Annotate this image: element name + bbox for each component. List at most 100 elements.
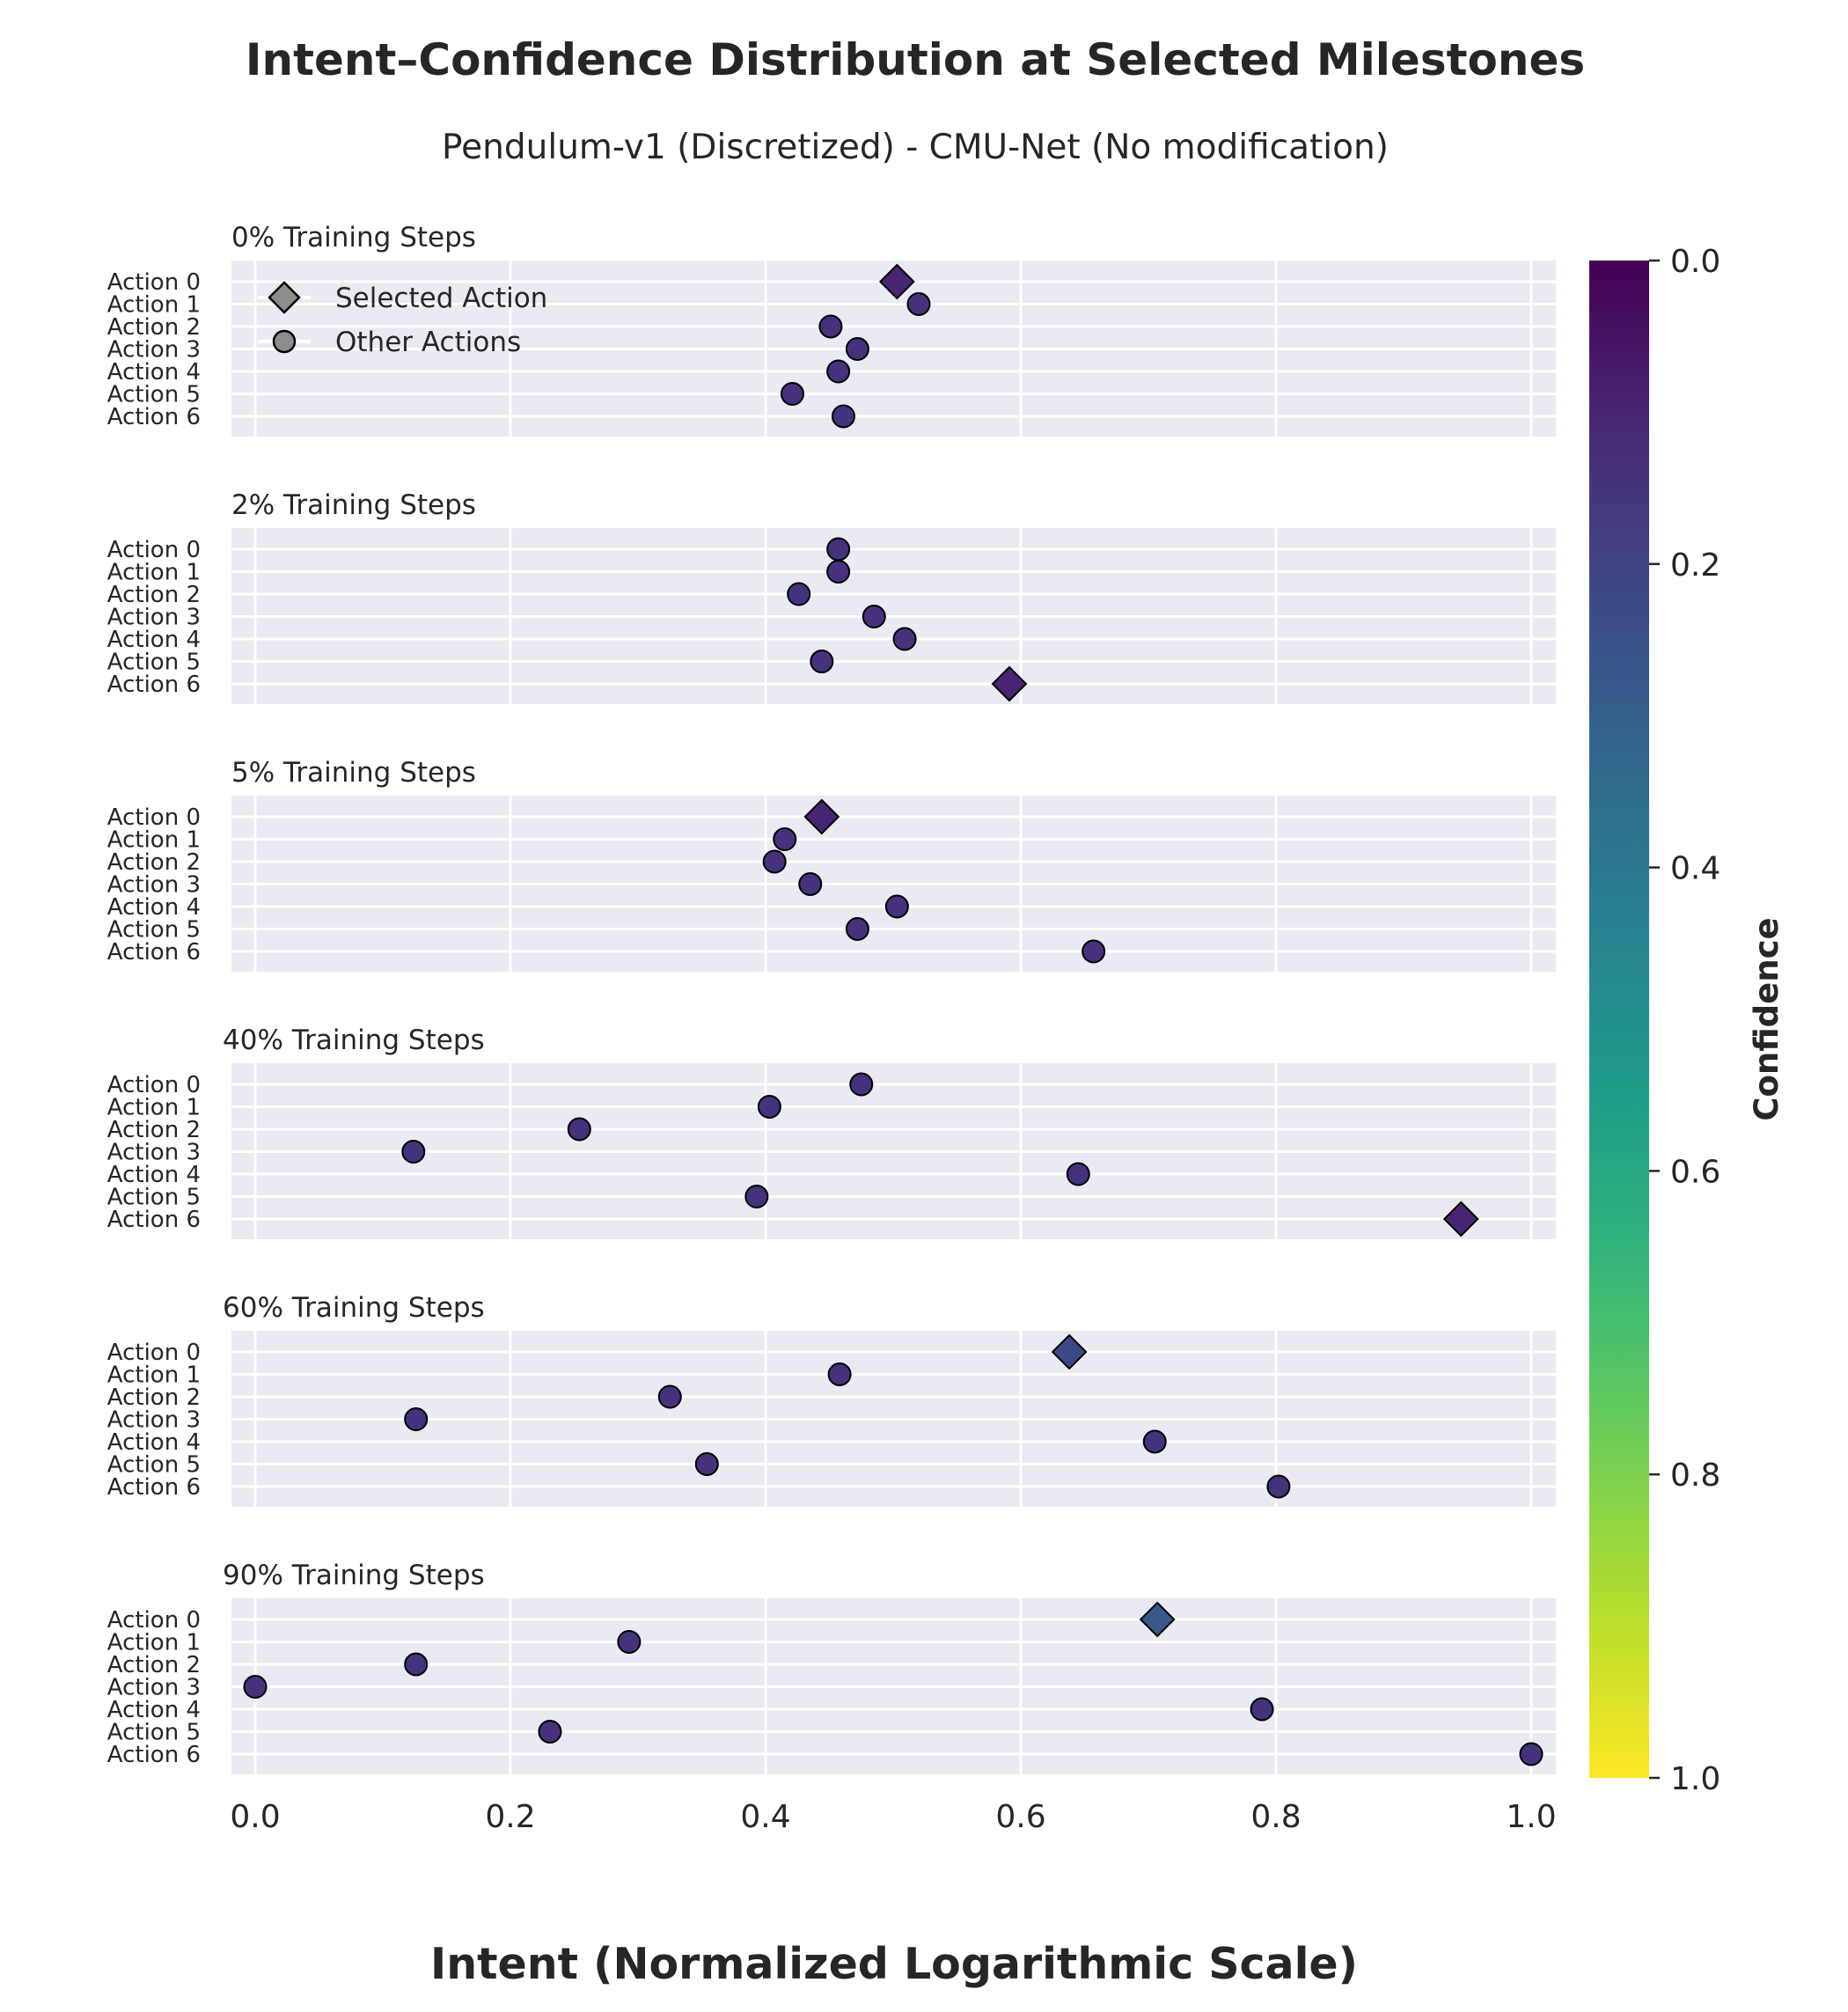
action-label: Action 3 — [107, 1407, 201, 1434]
action-label: Action 4 — [107, 627, 201, 653]
action-point — [773, 827, 797, 851]
action-label: Action 5 — [107, 1720, 201, 1746]
selected-action-marker — [878, 263, 915, 300]
action-point — [827, 1362, 852, 1386]
action-label: Action 4 — [107, 1162, 201, 1188]
action-label: Action 5 — [107, 1185, 201, 1211]
action-point — [567, 1117, 591, 1142]
action-point — [1266, 1474, 1291, 1499]
action-point — [243, 1675, 268, 1699]
action-label: Action 1 — [107, 292, 201, 319]
x-tick-label: 0.8 — [1250, 1799, 1301, 1835]
action-label: Action 6 — [107, 1474, 201, 1501]
action-label: Action 5 — [107, 650, 201, 676]
action-point — [798, 872, 823, 896]
action-label: Action 2 — [107, 1384, 201, 1411]
action-point — [845, 337, 869, 361]
panel-title: 2% Training Steps — [231, 489, 476, 521]
action-label: Action 6 — [107, 672, 201, 698]
colorbar-tick-label: 1.0 — [1670, 1761, 1720, 1797]
action-point — [884, 894, 909, 919]
colorbar-label: Confidence — [1748, 917, 1786, 1120]
selected-action-marker — [991, 665, 1028, 702]
action-point — [744, 1185, 769, 1208]
action-label: Action 0 — [107, 1607, 201, 1634]
action-label: Action 3 — [107, 1675, 201, 1701]
action-label: Action 6 — [107, 404, 201, 430]
action-point — [810, 650, 834, 673]
action-label: Action 5 — [107, 382, 201, 408]
action-label: Action 4 — [107, 894, 201, 921]
action-label: Action 4 — [107, 1429, 201, 1456]
action-point — [401, 1140, 426, 1164]
action-label: Action 3 — [107, 872, 201, 899]
action-point — [404, 1407, 429, 1431]
action-label: Action 2 — [107, 849, 201, 876]
action-label: Action 4 — [107, 359, 201, 386]
action-label: Action 3 — [107, 1140, 201, 1166]
colorbar: 0.0 0.2 0.4 0.6 0.8 1.0 Confidence — [1589, 244, 1786, 1797]
action-label: Action 3 — [107, 337, 201, 363]
action-point — [1250, 1697, 1274, 1722]
action-label: Action 6 — [107, 1742, 201, 1768]
colorbar-tick-label: 0.8 — [1670, 1458, 1720, 1494]
action-point — [787, 582, 811, 606]
x-axis: 0.0 0.2 0.4 0.6 0.8 1.0 — [230, 1799, 1556, 1835]
action-label: Action 0 — [107, 1072, 201, 1098]
action-label: Action 1 — [107, 1362, 201, 1389]
panel-title: 0% Training Steps — [231, 222, 476, 253]
colorbar-gradient — [1589, 261, 1649, 1778]
colorbar-tick-label: 0.4 — [1670, 851, 1720, 887]
action-label: Action 0 — [107, 804, 201, 831]
action-label: Action 0 — [107, 269, 201, 296]
action-point — [657, 1384, 682, 1409]
action-label: Action 4 — [107, 1697, 201, 1723]
panel-title: 40% Training Steps — [223, 1024, 485, 1056]
selected-action-marker — [1442, 1201, 1479, 1237]
legend-diamond-icon — [268, 281, 301, 314]
x-tick-label: 1.0 — [1506, 1799, 1556, 1835]
action-point — [404, 1652, 429, 1677]
legend-circle-icon — [272, 329, 297, 354]
action-point — [1082, 939, 1106, 964]
action-point — [1066, 1162, 1090, 1186]
chart-title: Intent–Confidence Distribution at Select… — [246, 34, 1585, 85]
x-tick-label: 0.2 — [485, 1799, 535, 1835]
legend: Selected Action Other Actions — [258, 281, 547, 358]
panel-title: 5% Training Steps — [231, 757, 476, 789]
action-label: Action 1 — [107, 560, 201, 586]
action-point — [831, 404, 855, 429]
action-label: Action 0 — [107, 537, 201, 563]
action-label: Action 2 — [107, 582, 201, 608]
action-point — [694, 1452, 719, 1476]
action-label: Action 2 — [107, 1652, 201, 1678]
selected-action-marker — [1051, 1333, 1088, 1370]
action-point — [826, 359, 851, 384]
action-point — [826, 560, 851, 584]
action-point — [862, 605, 886, 628]
action-point — [617, 1630, 642, 1654]
action-point — [818, 314, 843, 339]
action-label: Action 1 — [107, 1095, 201, 1121]
action-point — [892, 627, 917, 651]
legend-label: Other Actions — [335, 327, 521, 358]
x-axis-label: Intent (Normalized Logarithmic Scale) — [430, 1939, 1358, 1989]
colorbar-tick-label: 0.0 — [1670, 244, 1720, 280]
action-point — [845, 917, 869, 941]
action-point — [1142, 1429, 1167, 1454]
x-tick-label: 0.0 — [230, 1799, 280, 1835]
action-label: Action 2 — [107, 314, 201, 341]
colorbar-tick-label: 0.6 — [1670, 1154, 1720, 1190]
action-point — [826, 537, 851, 562]
panel-title: 60% Training Steps — [223, 1292, 485, 1324]
chart-subtitle: Pendulum-v1 (Discretized) - CMU-Net (No … — [442, 128, 1389, 167]
action-point — [906, 292, 931, 316]
selected-action-marker — [1139, 1601, 1176, 1638]
